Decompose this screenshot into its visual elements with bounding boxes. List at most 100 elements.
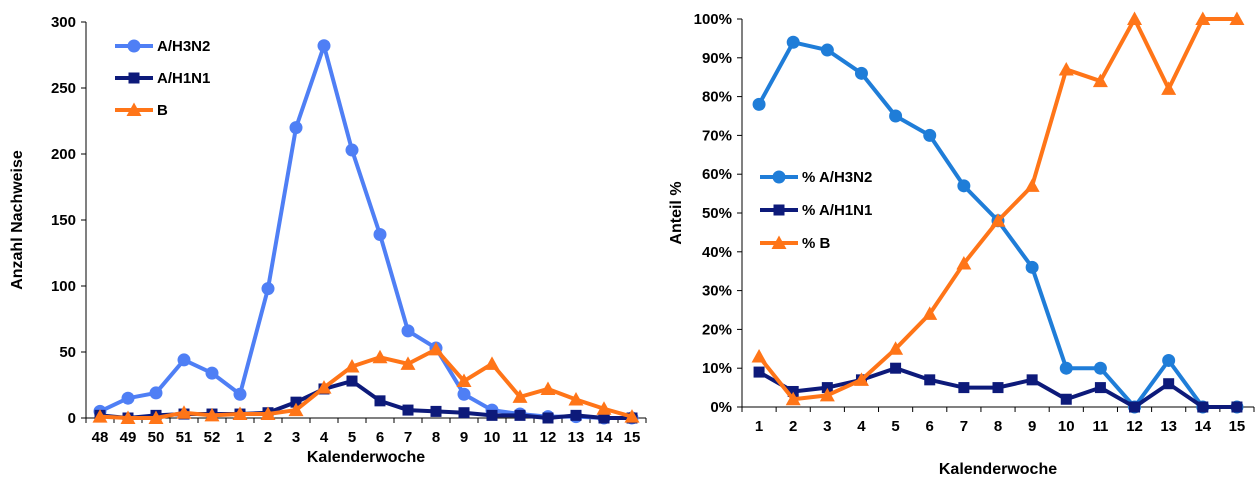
data-point xyxy=(1229,11,1245,25)
data-point xyxy=(923,128,937,142)
data-point xyxy=(121,391,135,405)
data-point xyxy=(1093,361,1107,375)
y-tick-label: 100% xyxy=(694,11,732,28)
data-point xyxy=(428,341,444,356)
y-tick-label: 250 xyxy=(51,80,76,97)
x-tick-label: 7 xyxy=(404,429,412,446)
x-tick-label: 9 xyxy=(1028,418,1036,435)
x-tick-label: 12 xyxy=(540,429,557,446)
data-point xyxy=(233,387,247,401)
x-tick-label: 10 xyxy=(484,429,501,446)
y-tick-label: 50 xyxy=(59,344,76,361)
data-point xyxy=(821,382,833,394)
data-point xyxy=(854,66,868,80)
data-point xyxy=(92,409,108,423)
data-point xyxy=(1092,73,1108,88)
data-point xyxy=(484,356,500,370)
data-point xyxy=(753,366,765,378)
legend-entry: A/H3N2 xyxy=(115,38,210,55)
data-point xyxy=(289,121,303,135)
x-tick-label: 7 xyxy=(960,418,968,435)
legend-entry: % A/H1N1 xyxy=(760,202,872,219)
x-tick-label: 6 xyxy=(376,429,384,446)
data-point xyxy=(596,401,612,415)
data-point xyxy=(205,366,219,380)
data-point xyxy=(260,406,276,421)
y-tick-label: 70% xyxy=(702,127,732,144)
data-point xyxy=(624,409,640,423)
y-tick-label: 50% xyxy=(702,205,732,222)
data-point xyxy=(542,412,554,424)
data-point xyxy=(570,409,582,421)
y-axis-label: Anteil % xyxy=(668,181,685,244)
x-tick-label: 1 xyxy=(236,429,244,446)
series-1 xyxy=(94,375,638,424)
data-point xyxy=(456,373,472,388)
data-point xyxy=(957,179,971,193)
x-tick-label: 5 xyxy=(348,429,356,446)
data-point xyxy=(400,356,416,370)
series-1 xyxy=(753,362,1243,413)
legend-label: A/H3N2 xyxy=(157,38,210,55)
x-tick-label: 50 xyxy=(148,429,165,446)
x-axis-label: Kalenderwoche xyxy=(307,449,425,466)
legend-label: % B xyxy=(802,235,831,252)
x-tick-label: 15 xyxy=(624,429,641,446)
data-point xyxy=(1197,401,1209,413)
data-point xyxy=(344,359,360,373)
y-tick-label: 20% xyxy=(702,321,732,338)
x-tick-label: 5 xyxy=(891,418,899,435)
data-point xyxy=(992,382,1004,394)
data-point xyxy=(1026,374,1038,386)
data-point xyxy=(1129,401,1141,413)
y-tick-label: 60% xyxy=(702,166,732,183)
data-point xyxy=(512,389,528,403)
data-point xyxy=(889,109,903,123)
x-tick-label: 15 xyxy=(1229,418,1246,435)
x-tick-label: 4 xyxy=(320,429,329,446)
data-point xyxy=(752,97,766,111)
data-point xyxy=(922,306,938,320)
data-point xyxy=(346,375,358,387)
legend-marker xyxy=(771,235,787,249)
series-0 xyxy=(93,39,639,425)
data-point xyxy=(787,385,799,397)
data-point xyxy=(430,405,442,417)
data-point xyxy=(1195,11,1211,25)
data-point xyxy=(317,39,331,53)
legend-marker xyxy=(128,72,140,84)
x-tick-label: 10 xyxy=(1058,418,1075,435)
data-point xyxy=(290,396,302,408)
data-point xyxy=(568,392,584,406)
data-point xyxy=(1094,382,1106,394)
x-tick-label: 6 xyxy=(926,418,934,435)
x-tick-label: 11 xyxy=(512,429,528,446)
series-2 xyxy=(92,341,640,424)
data-point xyxy=(1161,81,1177,95)
legend-marker xyxy=(772,170,786,184)
data-point xyxy=(786,35,800,49)
x-tick-label: 52 xyxy=(204,429,221,446)
legend-marker xyxy=(773,204,785,216)
data-point xyxy=(401,324,415,338)
legend-label: B xyxy=(157,102,168,119)
data-point xyxy=(751,349,767,363)
data-point xyxy=(990,213,1006,227)
data-point xyxy=(1231,401,1243,413)
data-point xyxy=(785,391,801,406)
y-tick-label: 40% xyxy=(702,244,732,261)
data-point xyxy=(372,349,388,364)
data-point xyxy=(1024,178,1040,192)
data-point xyxy=(374,395,386,407)
y-tick-label: 300 xyxy=(51,14,76,31)
data-point xyxy=(204,407,220,422)
x-tick-label: 11 xyxy=(1092,418,1108,435)
data-point xyxy=(177,353,191,367)
data-point xyxy=(1163,378,1175,390)
y-axis-label: Anzahl Nachweise xyxy=(9,150,26,290)
data-point xyxy=(924,374,936,386)
data-point xyxy=(149,386,163,400)
y-tick-label: 150 xyxy=(51,212,76,229)
legend-marker xyxy=(127,39,141,53)
y-tick-label: 80% xyxy=(702,89,732,106)
